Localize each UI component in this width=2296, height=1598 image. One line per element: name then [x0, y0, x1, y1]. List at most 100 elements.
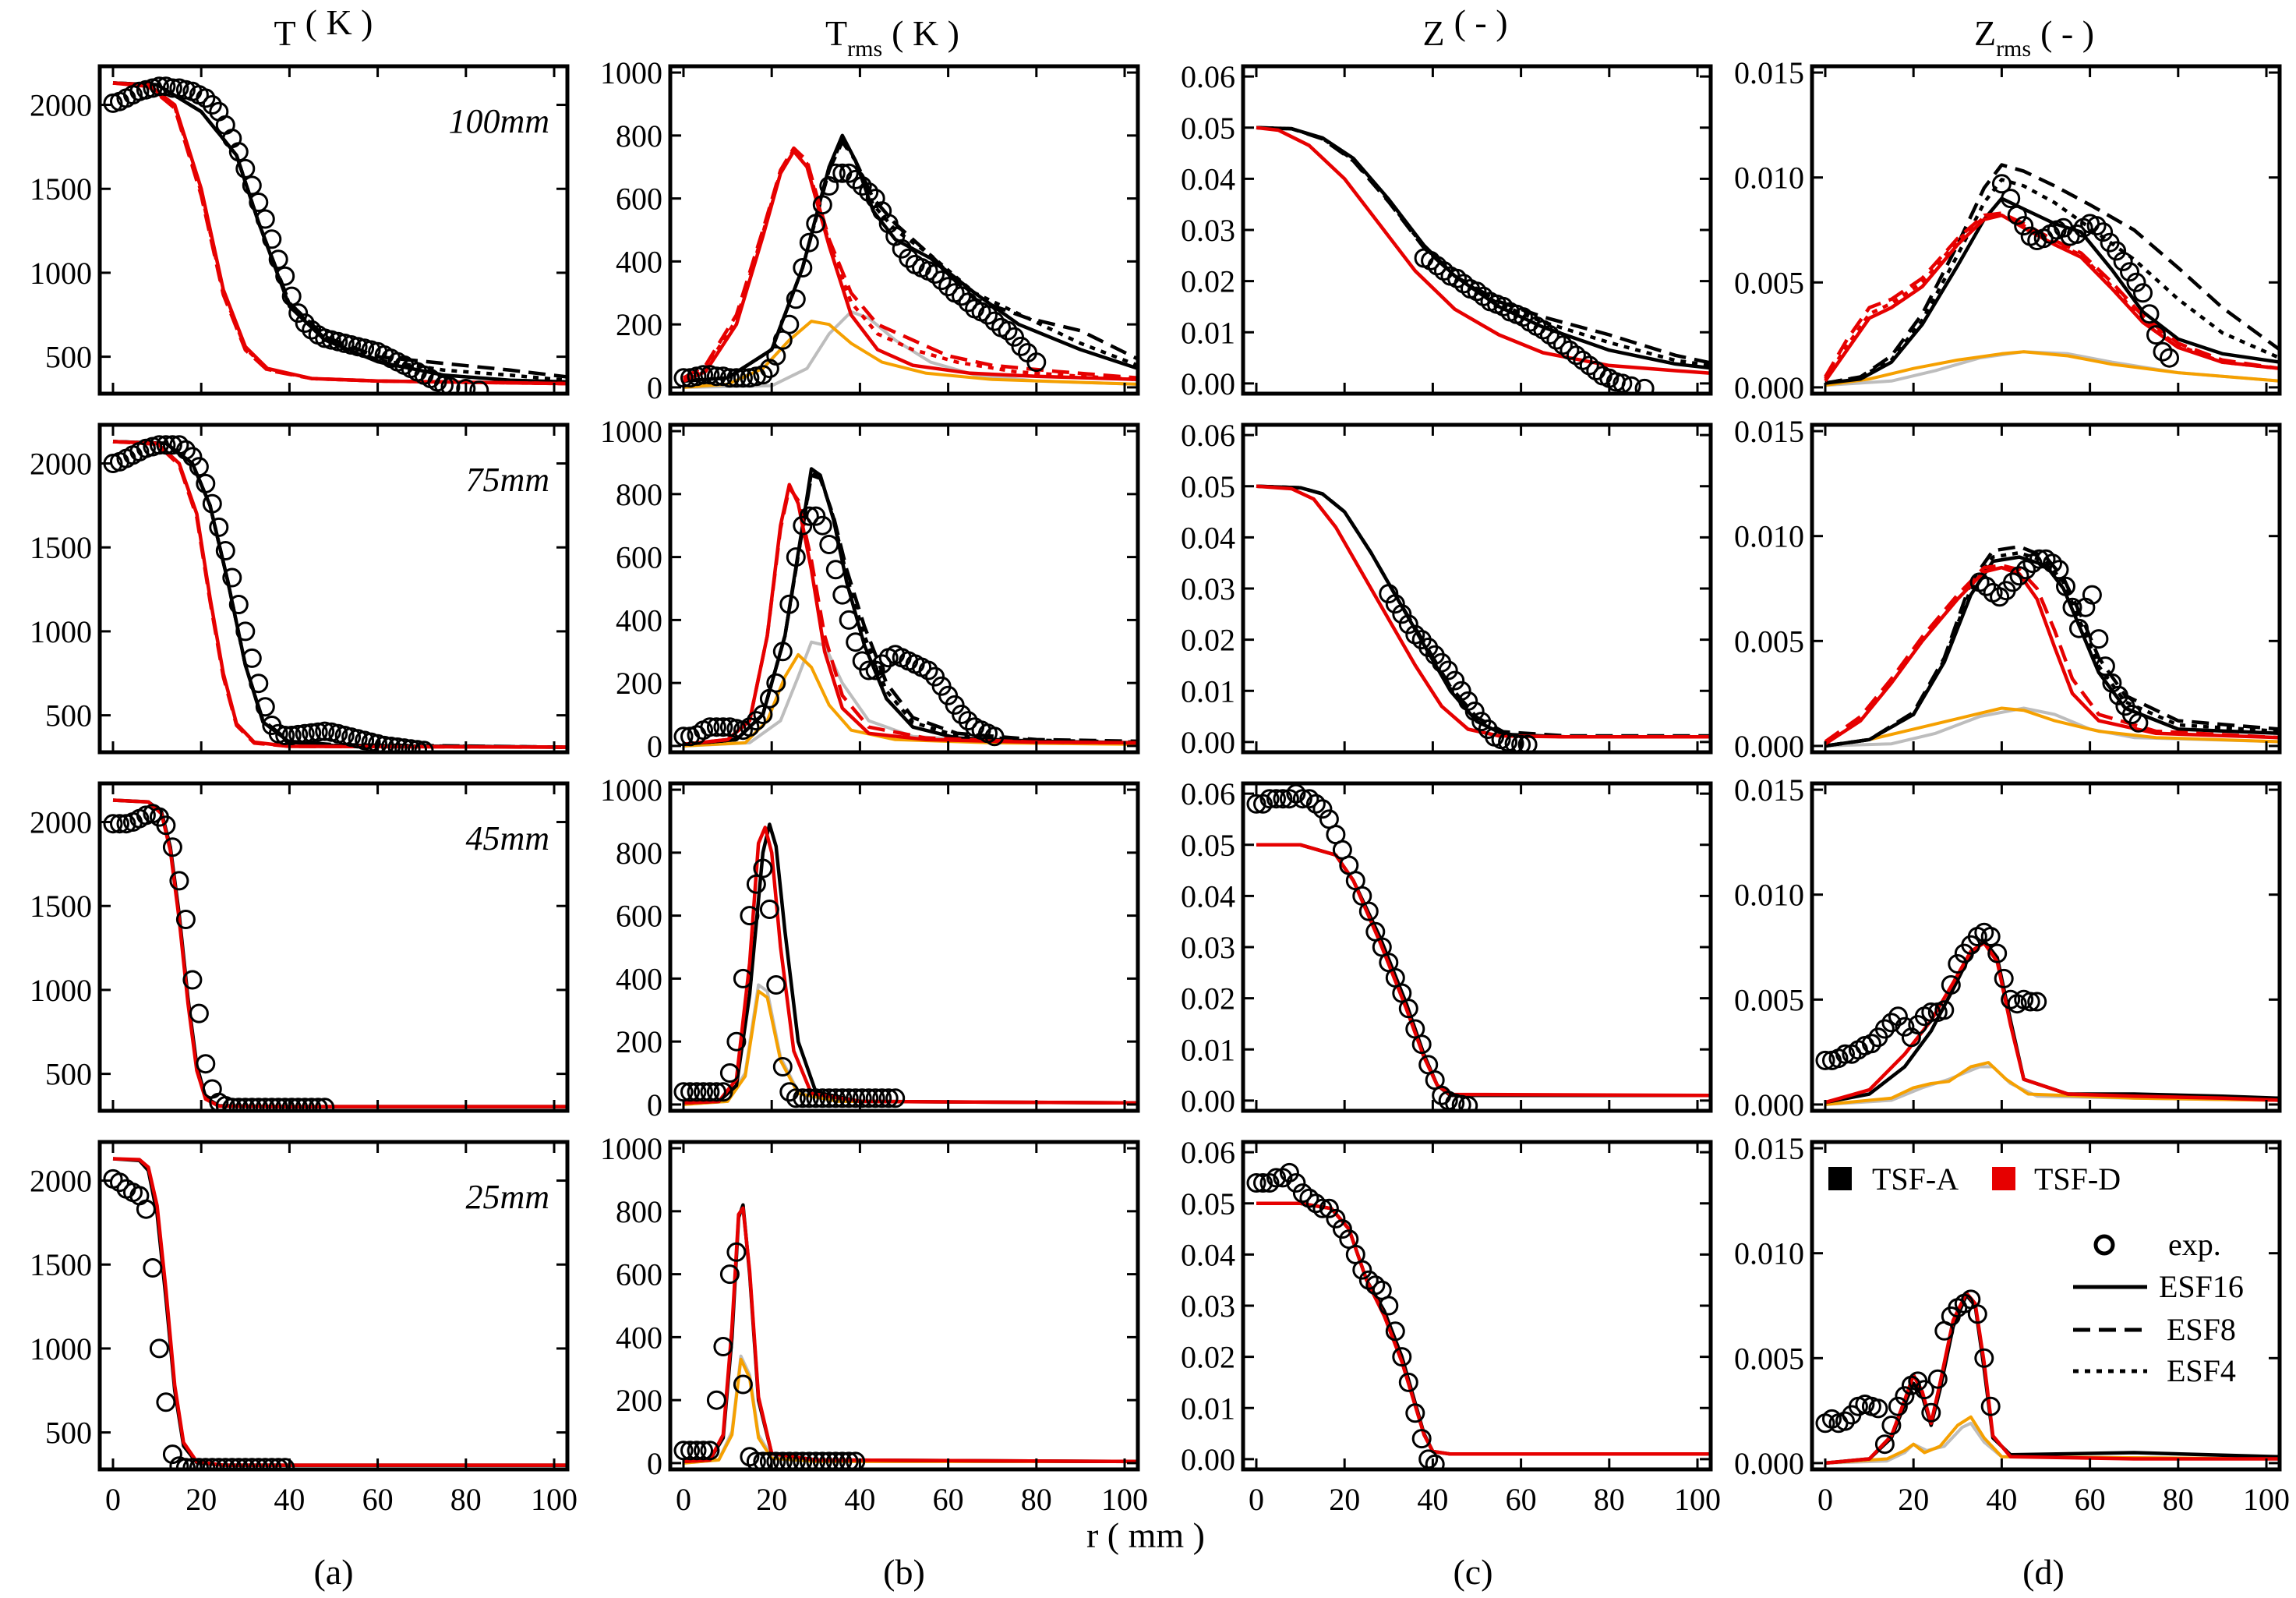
column-letter-c: (c) — [1453, 1552, 1492, 1592]
y-tick-label: 200 — [616, 1024, 662, 1059]
y-tick-label: 1000 — [30, 1331, 92, 1366]
exp-marker — [726, 1031, 747, 1052]
exp-marker — [228, 142, 249, 162]
column-title-b-main: T — [825, 13, 847, 53]
exp-marker — [2108, 685, 2128, 705]
y-tick-label: 200 — [616, 307, 662, 342]
column-title-a-main: T — [274, 13, 296, 53]
y-tick-label: 0.05 — [1181, 111, 1235, 146]
exp-marker — [1011, 336, 1031, 356]
exp-marker — [1273, 789, 1293, 809]
exp-marker — [779, 594, 800, 614]
exp-marker — [302, 1098, 322, 1111]
exp-marker — [1621, 376, 1641, 394]
exp-marker — [713, 1337, 733, 1356]
exp-marker — [408, 740, 427, 752]
exp-marker — [2001, 189, 2021, 209]
exp-marker — [799, 1451, 819, 1469]
exp-marker — [772, 1451, 793, 1469]
plot-area — [1246, 1162, 1711, 1469]
exp-marker — [1292, 789, 1312, 809]
panel-Zrms-75: 0.000 0.005 0.010 0.015 — [1734, 414, 2282, 764]
y-tick-label: 0.03 — [1181, 571, 1235, 606]
exp-marker — [825, 1451, 846, 1469]
exp-marker — [249, 193, 269, 212]
y-tick-label: 2000 — [30, 1164, 92, 1199]
exp-marker — [846, 1451, 866, 1469]
series-line-6 — [683, 486, 1138, 747]
exp-marker — [806, 214, 826, 234]
y-tick-label: 1000 — [30, 614, 92, 649]
y-tick-label: 600 — [616, 899, 662, 934]
y-tick-label: 0.000 — [1734, 729, 1804, 764]
series-line-7 — [682, 147, 1138, 382]
exp-marker — [1352, 1260, 1372, 1280]
exp-marker — [1451, 681, 1471, 701]
exp-marker — [1392, 1347, 1412, 1367]
panel-frame — [668, 422, 1140, 755]
panel-frame — [1810, 64, 2282, 396]
series-line-6 — [682, 146, 1138, 380]
plot-area — [1824, 544, 2280, 748]
y-tick-label: 600 — [616, 1257, 662, 1292]
row-label-100mm: 100mm — [448, 102, 549, 140]
y-tick-label: 0.005 — [1734, 1341, 1804, 1376]
y-tick-label: 0 — [647, 1446, 662, 1481]
x-tick-label: 40 — [1417, 1482, 1448, 1517]
exp-marker — [2126, 272, 2146, 292]
exp-marker — [806, 1088, 826, 1108]
exp-marker — [235, 158, 256, 179]
exp-marker — [196, 1054, 216, 1074]
series-line-5 — [683, 149, 1138, 383]
exp-marker — [733, 968, 753, 988]
x-tick-label: 40 — [844, 1482, 875, 1517]
exp-marker — [143, 1258, 163, 1278]
exp-marker — [156, 435, 176, 455]
exp-marker — [209, 517, 229, 537]
exp-marker — [753, 365, 773, 385]
exp-marker — [680, 1082, 700, 1102]
series-line-3 — [1824, 941, 2280, 1105]
exp-marker — [766, 975, 786, 995]
y-tick-label: 400 — [616, 1320, 662, 1355]
plot-area — [1824, 163, 2280, 387]
exp-marker — [2056, 576, 2075, 596]
panel-Trms-45: 0 200 400 600 800 1000 — [600, 772, 1140, 1122]
exp-marker — [1279, 1162, 1299, 1183]
exp-marker — [288, 724, 309, 744]
exp-marker — [931, 270, 952, 291]
exp-marker — [1246, 1173, 1266, 1193]
panel-frame — [97, 64, 570, 396]
exp-marker — [262, 229, 282, 249]
exp-marker — [925, 264, 945, 284]
plot-area — [1256, 126, 1711, 394]
exp-marker — [746, 874, 766, 894]
exp-marker — [1815, 1050, 1835, 1070]
exp-marker — [694, 365, 713, 385]
exp-marker — [1438, 660, 1458, 681]
x-tick-label: 80 — [450, 1482, 482, 1517]
y-tick-label: 0.06 — [1181, 776, 1235, 811]
column-title-d-unit: ( - ) — [2040, 13, 2094, 53]
y-tick-label: 0.00 — [1181, 725, 1235, 760]
exp-marker — [275, 1098, 295, 1111]
series-line-3 — [1824, 1291, 2280, 1465]
exp-marker — [1861, 1034, 1881, 1054]
exp-marker — [288, 303, 309, 323]
y-tick-label: 200 — [616, 1383, 662, 1418]
exp-marker — [733, 1374, 753, 1395]
exp-marker — [753, 858, 773, 879]
series-line-7 — [1824, 213, 2280, 380]
exp-marker — [222, 1098, 242, 1111]
y-tick-label: 400 — [616, 603, 662, 638]
exp-marker — [255, 697, 275, 717]
exp-marker — [2113, 251, 2133, 271]
plot-area — [103, 435, 567, 752]
exp-marker — [281, 286, 302, 306]
exp-marker — [878, 1088, 899, 1108]
panel-T-100: 500 1000 1500 2000 — [30, 64, 570, 396]
exp-marker — [700, 1082, 720, 1102]
exp-marker — [189, 457, 209, 477]
y-tick-label: 0.010 — [1734, 161, 1804, 196]
exp-marker — [1980, 1396, 2001, 1416]
